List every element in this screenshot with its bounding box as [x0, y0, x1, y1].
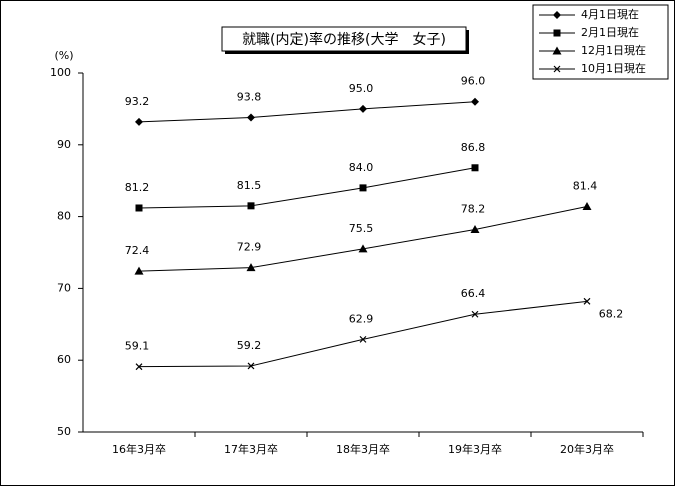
data-label: 78.2	[461, 203, 486, 216]
marker	[247, 113, 255, 122]
marker	[552, 46, 562, 55]
y-axis-label: (%)	[54, 49, 73, 62]
marker	[358, 244, 368, 253]
marker	[134, 266, 144, 275]
x-tick-label: 19年3月卒	[448, 442, 502, 456]
marker	[247, 362, 255, 370]
marker	[359, 184, 367, 192]
x-tick-label: 17年3月卒	[224, 442, 278, 456]
x-tick-label: 18年3月卒	[336, 442, 390, 456]
series-line	[138, 167, 476, 209]
data-label: 96.0	[461, 75, 486, 88]
data-label: 68.2	[599, 307, 624, 320]
marker	[135, 204, 143, 212]
y-tick-label: 90	[57, 138, 71, 151]
marker	[471, 164, 479, 172]
data-label: 62.9	[349, 312, 374, 325]
legend-label: 2月1日現在	[581, 26, 639, 39]
y-tick-label: 100	[50, 66, 71, 79]
legend-label: 4月1日現在	[581, 8, 639, 21]
y-tick-label: 80	[57, 210, 71, 223]
data-label: 81.5	[237, 179, 262, 192]
data-label: 84.0	[349, 161, 374, 174]
title-box	[221, 26, 467, 52]
chart-title: 就職(内定)率の推移(大学 女子)	[242, 31, 446, 48]
marker	[135, 363, 143, 371]
y-tick-label: 50	[57, 425, 71, 438]
marker	[359, 335, 367, 343]
marker	[553, 11, 561, 19]
marker	[583, 297, 591, 305]
series-line	[138, 101, 476, 123]
marker	[247, 202, 255, 210]
marker	[470, 225, 480, 234]
marker	[553, 65, 561, 73]
marker	[553, 29, 561, 37]
x-tick-label: 20年3月卒	[560, 442, 614, 456]
legend-label: 10月1日現在	[581, 62, 646, 75]
data-label: 59.2	[237, 339, 262, 352]
data-label: 81.4	[573, 180, 598, 193]
data-label: 72.4	[125, 244, 150, 257]
marker	[246, 263, 256, 272]
data-label: 93.8	[237, 91, 262, 104]
y-tick-label: 60	[57, 353, 71, 366]
data-label: 75.5	[349, 222, 374, 235]
y-tick-label: 70	[57, 281, 71, 294]
data-label: 81.2	[125, 181, 150, 194]
data-label: 59.1	[125, 340, 150, 353]
data-label: 86.8	[461, 141, 486, 154]
legend-label: 12月1日現在	[581, 44, 646, 57]
data-label: 66.4	[461, 287, 486, 300]
data-label: 72.9	[237, 241, 262, 254]
marker	[135, 117, 143, 126]
x-tick-label: 16年3月卒	[112, 442, 166, 456]
marker	[582, 202, 592, 211]
data-label: 93.2	[125, 95, 150, 108]
marker	[359, 104, 367, 113]
marker	[471, 310, 479, 318]
data-label: 95.0	[349, 82, 374, 95]
marker	[471, 97, 479, 106]
